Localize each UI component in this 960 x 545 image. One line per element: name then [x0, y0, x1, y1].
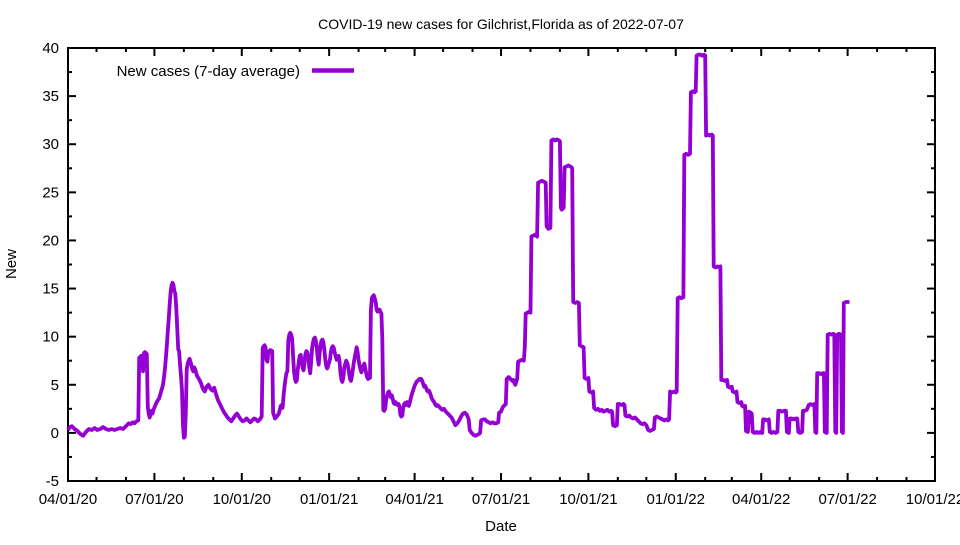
x-axis-title: Date — [485, 518, 517, 535]
chart-title: COVID-19 new cases for Gilchrist,Florida… — [318, 16, 684, 32]
x-tick-label: 04/01/21 — [385, 491, 443, 508]
x-tick-label: 10/01/21 — [559, 491, 617, 508]
x-tick-label: 04/01/22 — [732, 491, 790, 508]
x-tick-label: 07/01/21 — [472, 491, 530, 508]
y-axis-title: New — [3, 249, 20, 279]
y-tick-label: 15 — [42, 281, 59, 298]
y-axis-major-ticks — [68, 47, 935, 482]
plot-border — [67, 47, 936, 482]
y-axis-minor-ticks — [68, 71, 935, 458]
x-tick-label: 04/01/20 — [39, 491, 97, 508]
y-tick-label: 10 — [42, 329, 59, 346]
x-tick-label: 07/01/20 — [125, 491, 183, 508]
y-tick-label: 25 — [42, 184, 59, 201]
legend: New cases (7-day average) — [117, 63, 354, 80]
new-cases-line — [66, 52, 850, 440]
y-tick-label: -5 — [46, 473, 59, 490]
y-tick-label: 35 — [42, 88, 59, 105]
x-tick-label: 10/01/20 — [213, 491, 271, 508]
x-tick-label: 07/01/22 — [818, 491, 876, 508]
y-axis-tick-labels: -5 0 5 10 15 20 25 30 35 40 — [42, 40, 59, 490]
x-axis-tick-labels: 04/01/20 07/01/20 10/01/20 01/01/21 04/01/21… — [39, 491, 960, 508]
x-tick-label: 01/01/21 — [300, 491, 358, 508]
x-axis-minor-ticks — [95, 48, 908, 481]
y-tick-label: 40 — [42, 40, 59, 57]
data-series-layer — [66, 52, 850, 440]
y-tick-label: 20 — [42, 232, 59, 249]
legend-label: New cases (7-day average) — [117, 63, 300, 80]
x-tick-label: 01/01/22 — [647, 491, 705, 508]
x-axis-major-ticks — [67, 48, 936, 481]
x-tick-label: 10/01/22 — [906, 491, 960, 508]
y-tick-label: 5 — [51, 377, 59, 394]
y-tick-label: 30 — [42, 136, 59, 153]
y-tick-label: 0 — [51, 425, 59, 442]
plot-area: 04/01/20 07/01/20 10/01/20 01/01/21 04/01/21… — [39, 40, 960, 508]
